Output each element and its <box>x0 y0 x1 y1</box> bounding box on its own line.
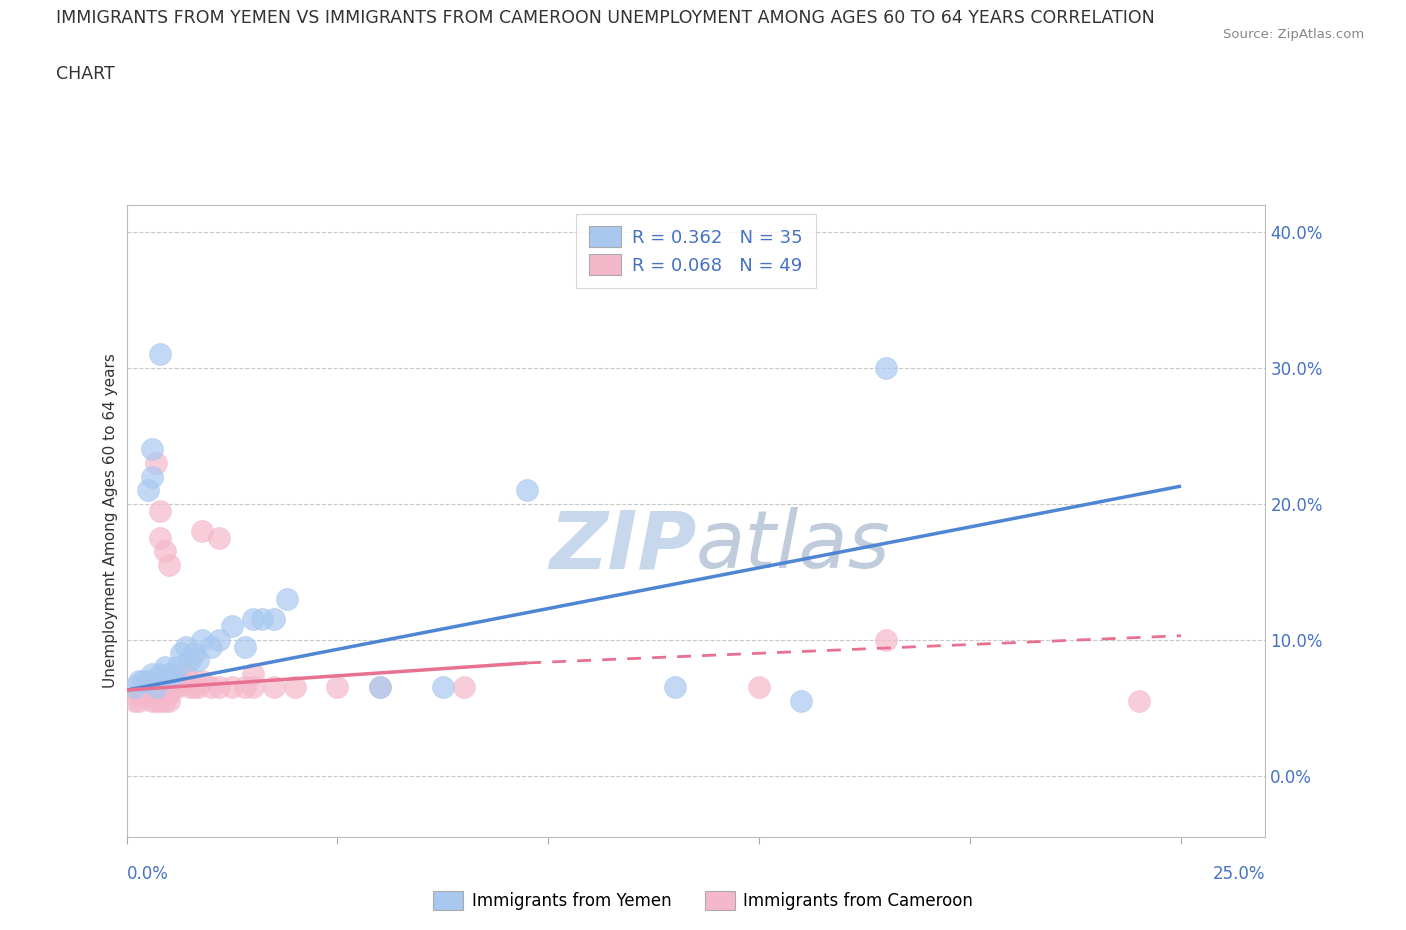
Point <box>170 646 193 661</box>
Point <box>128 686 150 701</box>
Legend: Immigrants from Yemen, Immigrants from Cameroon: Immigrants from Yemen, Immigrants from C… <box>426 884 980 917</box>
Point <box>141 686 163 701</box>
Point <box>124 694 146 709</box>
Point <box>128 673 150 688</box>
Point <box>153 659 176 674</box>
Point <box>1128 694 1150 709</box>
Y-axis label: Unemployment Among Ages 60 to 64 years: Unemployment Among Ages 60 to 64 years <box>103 353 118 688</box>
Point <box>191 632 214 647</box>
Point <box>170 673 193 688</box>
Point <box>162 667 184 682</box>
Point <box>141 469 163 484</box>
Point <box>149 530 172 545</box>
Point <box>149 680 172 695</box>
Point <box>664 680 686 695</box>
Point <box>149 347 172 362</box>
Point <box>263 612 285 627</box>
Point <box>166 659 188 674</box>
Point <box>153 544 176 559</box>
Point <box>368 680 391 695</box>
Point <box>200 639 222 654</box>
Point <box>191 673 214 688</box>
Point <box>368 680 391 695</box>
Point <box>179 673 201 688</box>
Point <box>187 680 209 695</box>
Point <box>221 680 243 695</box>
Text: Source: ZipAtlas.com: Source: ZipAtlas.com <box>1223 28 1364 41</box>
Text: 25.0%: 25.0% <box>1213 865 1265 883</box>
Point <box>326 680 349 695</box>
Point <box>153 694 176 709</box>
Point <box>136 686 159 701</box>
Point <box>875 632 897 647</box>
Text: IMMIGRANTS FROM YEMEN VS IMMIGRANTS FROM CAMEROON UNEMPLOYMENT AMONG AGES 60 TO : IMMIGRANTS FROM YEMEN VS IMMIGRANTS FROM… <box>56 9 1154 27</box>
Point <box>157 667 180 682</box>
Point <box>141 694 163 709</box>
Point <box>174 667 197 682</box>
Point <box>875 360 897 375</box>
Point <box>208 680 231 695</box>
Point <box>132 680 155 695</box>
Point <box>132 686 155 701</box>
Point <box>242 680 264 695</box>
Point <box>208 632 231 647</box>
Point <box>141 442 163 457</box>
Point <box>136 680 159 695</box>
Point <box>145 680 167 695</box>
Text: 0.0%: 0.0% <box>127 865 169 883</box>
Legend: R = 0.362   N = 35, R = 0.068   N = 49: R = 0.362 N = 35, R = 0.068 N = 49 <box>576 214 815 288</box>
Point <box>157 686 180 701</box>
Point <box>516 483 538 498</box>
Point <box>200 680 222 695</box>
Point <box>233 639 256 654</box>
Point <box>453 680 475 695</box>
Point <box>145 456 167 471</box>
Text: ZIP: ZIP <box>548 507 696 585</box>
Point <box>432 680 454 695</box>
Point <box>157 694 180 709</box>
Point <box>284 680 307 695</box>
Point <box>179 680 201 695</box>
Point <box>149 503 172 518</box>
Point <box>208 530 231 545</box>
Point <box>187 653 209 668</box>
Text: CHART: CHART <box>56 65 115 83</box>
Point <box>124 680 146 695</box>
Point <box>132 673 155 688</box>
Point <box>242 667 264 682</box>
Point <box>242 612 264 627</box>
Point <box>174 639 197 654</box>
Point <box>136 673 159 688</box>
Point <box>233 680 256 695</box>
Point <box>748 680 770 695</box>
Point <box>157 558 180 573</box>
Point <box>179 653 201 668</box>
Point <box>183 680 205 695</box>
Point <box>145 694 167 709</box>
Point <box>221 618 243 633</box>
Point <box>136 483 159 498</box>
Point <box>149 667 172 682</box>
Point <box>141 667 163 682</box>
Point <box>191 524 214 538</box>
Point <box>263 680 285 695</box>
Point <box>790 694 813 709</box>
Point <box>276 591 298 606</box>
Point <box>145 686 167 701</box>
Point <box>162 680 184 695</box>
Point <box>145 680 167 695</box>
Point <box>149 686 172 701</box>
Point <box>128 694 150 709</box>
Text: atlas: atlas <box>696 507 891 585</box>
Point <box>183 646 205 661</box>
Point <box>166 680 188 695</box>
Point <box>149 694 172 709</box>
Point <box>250 612 273 627</box>
Point <box>153 686 176 701</box>
